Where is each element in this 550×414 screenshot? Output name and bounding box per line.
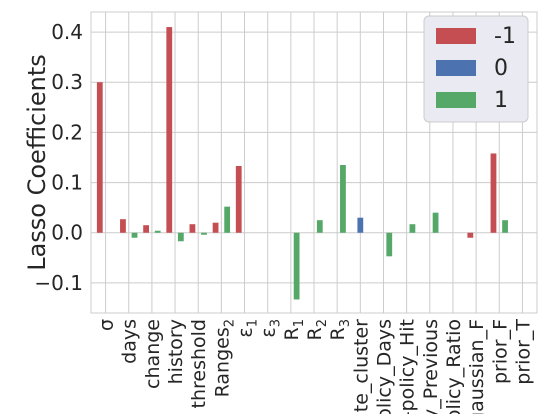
bar [357,217,364,233]
bar [189,224,196,233]
bar [212,222,219,233]
bar [96,82,103,233]
legend-swatch [436,28,476,44]
y-tick-label: −0.1 [34,271,83,295]
y-axis-label: Lasso Coefficients [23,54,51,271]
bar [224,206,231,233]
y-tick-label: 0.3 [51,70,83,94]
y-tick-label: 0.1 [51,171,83,195]
bar [490,153,497,233]
legend-swatch [436,92,476,108]
legend-label: 0 [494,56,508,81]
legend-label: 1 [494,88,508,113]
bar [154,230,161,233]
x-tick-labels: σ days change history threshold Ranges2ε1ε3R1… [96,319,535,414]
x-tick-label: history [165,319,187,384]
bar [235,166,242,233]
x-tick-label: σ [96,319,118,331]
bar [177,232,184,242]
bar [131,232,138,238]
x-tick-label: change [142,319,164,389]
bar [293,232,300,300]
x-tick-label: R1 [281,319,307,340]
y-tick-label: 0.0 [51,221,83,245]
plot-frame [90,11,538,314]
x-tick-label: prior_F [489,319,511,384]
x-tick-label: R3 [327,319,353,340]
bar [166,27,173,233]
bar [409,224,416,233]
legend: -1 0 1 [423,15,529,123]
x-tick-label: gaussian_F [466,319,488,414]
x-tick-label: days [119,319,141,364]
x-tick-label: threshold [188,319,210,408]
bar [340,165,346,233]
legend-swatch [436,60,476,76]
bars [96,27,508,300]
y-tick-label: 0.4 [51,20,83,44]
x-tick-label: R2 [304,319,330,340]
x-tick-label: Ranges2 [211,319,237,397]
x-tick-label: ε-policy_Previous [420,319,442,414]
x-tick-label: state_cluster [350,319,372,414]
x-tick-label: ε-policy_Days [373,319,395,414]
bar [201,232,207,235]
bar [316,220,323,233]
x-tick-label: ε-policy_Ratio [443,319,465,414]
x-tick-label: prior_T [512,319,534,385]
y-tick-labels: −0.1 0.0 0.1 0.2 0.3 0.4 [34,20,83,295]
x-tick-label: ε1 [235,319,261,338]
x-tick-label: ε-policy_Hit [397,319,419,414]
bar [386,232,393,257]
bar [143,225,149,233]
legend-label: -1 [494,24,516,49]
bar [432,212,439,233]
x-tick-label: ε3 [258,319,284,338]
bar [467,232,474,238]
grid-lines [91,12,537,313]
bar [120,219,126,233]
y-tick-label: 0.2 [51,120,83,144]
bar [502,220,508,233]
